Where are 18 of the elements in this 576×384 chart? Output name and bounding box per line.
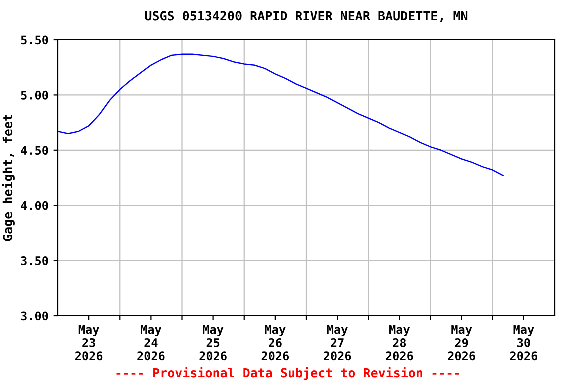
y-tick-label: 4.50	[21, 146, 48, 156]
y-tick-label: 3.00	[21, 312, 48, 321]
y-tick-label: 4.00	[21, 201, 48, 210]
x-tick-label: May 23 2026	[76, 325, 103, 361]
y-tick-label: 5.50	[21, 36, 48, 45]
x-tick-label: May 29 2026	[448, 325, 476, 361]
x-tick-label: May 27 2026	[324, 325, 352, 361]
y-tick-label: 3.50	[21, 256, 48, 266]
text: ---- Provisional Data Subject to Revision ----	[116, 367, 460, 380]
x-tick-label: May 30 2026	[510, 325, 538, 361]
x-tick-label: May 28 2026	[386, 325, 414, 361]
x-tick-label: May 26 2026	[262, 325, 290, 361]
y-axis-title: Gage height, feet	[2, 115, 15, 242]
chart-title: USGS 05134200 RAPID RIVER NEAR BAUDETTE, MN	[145, 11, 468, 22]
y-tick-label: 5.00	[21, 90, 48, 100]
line-series	[58, 54, 504, 176]
x-tick-label: May 24 2026	[138, 325, 165, 361]
x-tick-label: May 25 2026	[200, 325, 227, 361]
